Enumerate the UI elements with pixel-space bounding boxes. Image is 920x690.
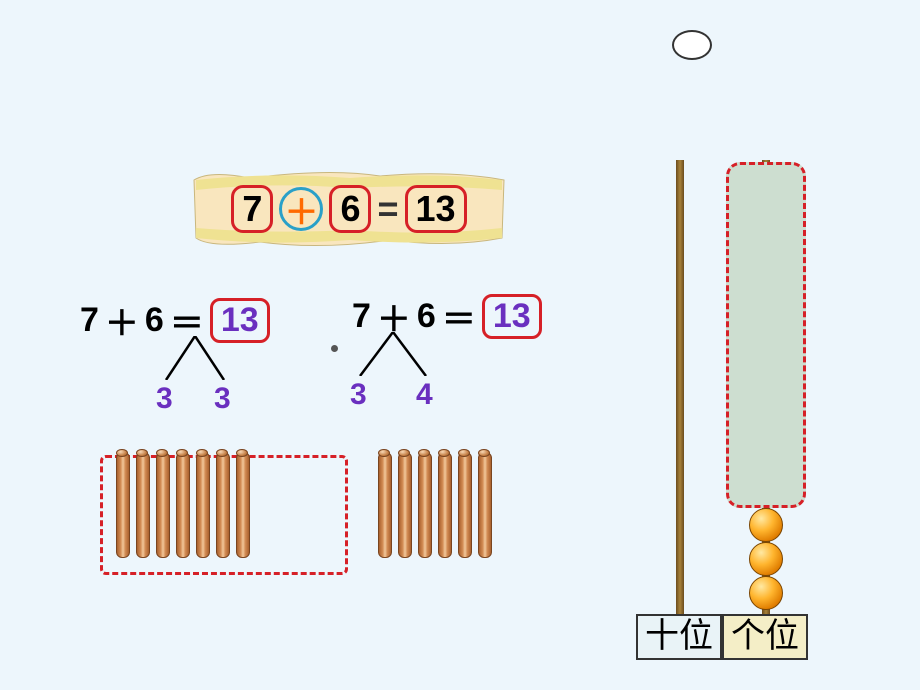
right-eq: ＝ (442, 292, 476, 341)
right-split-num-r: 4 (416, 378, 433, 412)
left-a: 7 (80, 301, 99, 340)
right-split-l (360, 332, 393, 376)
stick (236, 452, 250, 558)
right-b: 6 (417, 297, 436, 336)
left-b: 6 (145, 301, 164, 340)
stick (116, 452, 130, 558)
ones-dashed-box (726, 162, 806, 508)
blank-oval (672, 30, 712, 60)
right-a: 7 (352, 297, 371, 336)
bullet-dot (331, 345, 338, 352)
stick (378, 452, 392, 558)
bead (749, 576, 783, 610)
stick (176, 452, 190, 558)
right-split: 3 4 (354, 332, 432, 414)
left-split: 3 3 (160, 336, 230, 418)
right-split-r (393, 332, 426, 376)
main-equation-banner: 7 ＋ 6 = 13 (190, 168, 508, 250)
rod-tens (676, 160, 684, 616)
left-split-num-r: 3 (214, 382, 231, 416)
slide: 7 ＋ 6 = 13 7 ＋ 6 ＝ 13 3 3 7 ＋ 6 ＝ 13 3 4 (0, 0, 920, 690)
bead (749, 542, 783, 576)
stick (418, 452, 432, 558)
stick (196, 452, 210, 558)
sticks-right (378, 452, 492, 558)
left-split-l (166, 336, 195, 380)
bead (749, 508, 783, 542)
left-plus: ＋ (105, 296, 139, 345)
left-split-num-l: 3 (156, 382, 173, 416)
stick (478, 452, 492, 558)
stick (458, 452, 472, 558)
label-ones: 个位 (722, 614, 808, 660)
stick (398, 452, 412, 558)
stick (216, 452, 230, 558)
result-box: 13 (405, 185, 467, 233)
sticks-left (116, 452, 250, 558)
equals-sign: = (377, 188, 398, 230)
operand-a-box: 7 (231, 185, 273, 233)
right-result: 13 (482, 294, 542, 339)
main-equation: 7 ＋ 6 = 13 (231, 185, 466, 233)
operand-b-box: 6 (329, 185, 371, 233)
stick (136, 452, 150, 558)
stick (156, 452, 170, 558)
stick (438, 452, 452, 558)
label-tens: 十位 (636, 614, 722, 660)
left-split-r (195, 336, 224, 380)
right-split-num-l: 3 (350, 378, 367, 412)
plus-circle: ＋ (279, 187, 323, 231)
